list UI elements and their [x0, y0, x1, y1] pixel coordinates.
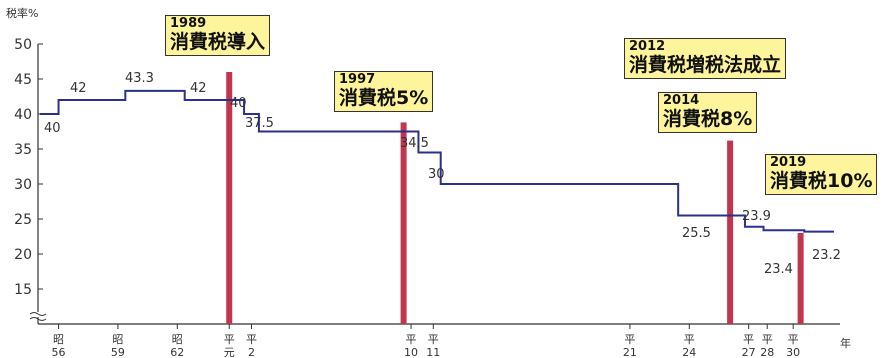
x-tick-label-year: 11	[426, 346, 440, 358]
x-tick-label-year: 56	[52, 346, 66, 358]
x-tick-label-era: 昭	[172, 333, 183, 346]
axis-break-mark	[29, 312, 47, 321]
y-tick-label: 15	[14, 282, 32, 298]
y-axis-title: 税率%	[6, 6, 38, 20]
event-bar	[797, 233, 804, 324]
x-tick-label-era: 平	[428, 333, 439, 346]
data-label: 42	[190, 81, 207, 96]
data-label: 23.4	[764, 262, 793, 277]
x-tick-label-era: 平	[624, 333, 635, 346]
y-tick-label: 35	[14, 142, 32, 158]
callout-2012-text: 消費税増税法成立	[629, 54, 782, 76]
event-bar	[400, 122, 407, 325]
callout-2012: 2012 消費税増税法成立	[624, 38, 787, 79]
x-tick-label-era: 昭	[53, 333, 64, 346]
callout-2019-text: 消費税10%	[770, 170, 873, 192]
x-tick-label-year: 元	[224, 346, 235, 358]
data-label: 23.2	[812, 248, 841, 263]
callout-2014-year: 2014	[663, 93, 700, 108]
callout-1989-text: 消費税導入	[170, 31, 266, 53]
x-tick-label-era: 平	[762, 333, 773, 346]
x-tick-label-year: 30	[786, 346, 800, 358]
callout-2014: 2014 消費税8%	[658, 92, 758, 133]
callout-2019-year: 2019	[770, 155, 807, 170]
y-tick-label: 30	[14, 177, 32, 193]
callout-2019: 2019 消費税10%	[765, 154, 878, 195]
data-label: 43.3	[125, 71, 154, 86]
data-label: 34.5	[400, 136, 429, 151]
event-bar	[226, 72, 233, 324]
data-label: 40	[44, 121, 61, 136]
callout-1989-year: 1989	[170, 16, 207, 31]
y-tick-label: 25	[14, 212, 32, 228]
data-label: 30	[428, 167, 445, 182]
callout-1997: 1997 消費税5%	[334, 71, 434, 112]
callout-2014-text: 消費税8%	[663, 108, 753, 130]
callout-1997-text: 消費税5%	[339, 87, 429, 109]
rate-step-line	[40, 89, 834, 233]
callout-1989: 1989 消費税導入	[165, 15, 271, 56]
x-tick-label-era: 平	[224, 333, 235, 346]
x-tick-label-era: 昭	[112, 333, 123, 346]
data-label: 40	[230, 96, 247, 111]
data-label: 42	[70, 81, 87, 96]
x-tick-label-era: 平	[406, 333, 417, 346]
x-tick-label-year: 62	[170, 346, 184, 358]
x-tick-label-year: 28	[760, 346, 774, 358]
event-bar	[727, 140, 734, 324]
x-axis-title: 年	[840, 336, 851, 350]
y-tick-label: 45	[14, 72, 32, 88]
x-tick-label-year: 21	[623, 346, 637, 358]
callout-1997-year: 1997	[339, 72, 376, 87]
callout-2012-year: 2012	[629, 39, 666, 54]
data-label: 37.5	[245, 116, 274, 131]
x-tick-label-year: 59	[111, 346, 125, 358]
y-tick-label: 50	[14, 37, 32, 53]
y-tick-label: 40	[14, 107, 32, 123]
x-tick-label-year: 10	[404, 346, 418, 358]
x-tick-label-era: 平	[246, 333, 257, 346]
x-tick-label-year: 2	[248, 346, 255, 358]
x-tick-label-era: 平	[684, 333, 695, 346]
x-tick-label-era: 平	[743, 333, 754, 346]
x-tick-label-year: 27	[742, 346, 756, 358]
x-tick-label-year: 24	[682, 346, 696, 358]
data-label: 23.9	[742, 209, 771, 224]
x-tick-label-era: 平	[788, 333, 799, 346]
y-tick-label: 20	[14, 247, 32, 263]
data-label: 25.5	[682, 226, 711, 241]
